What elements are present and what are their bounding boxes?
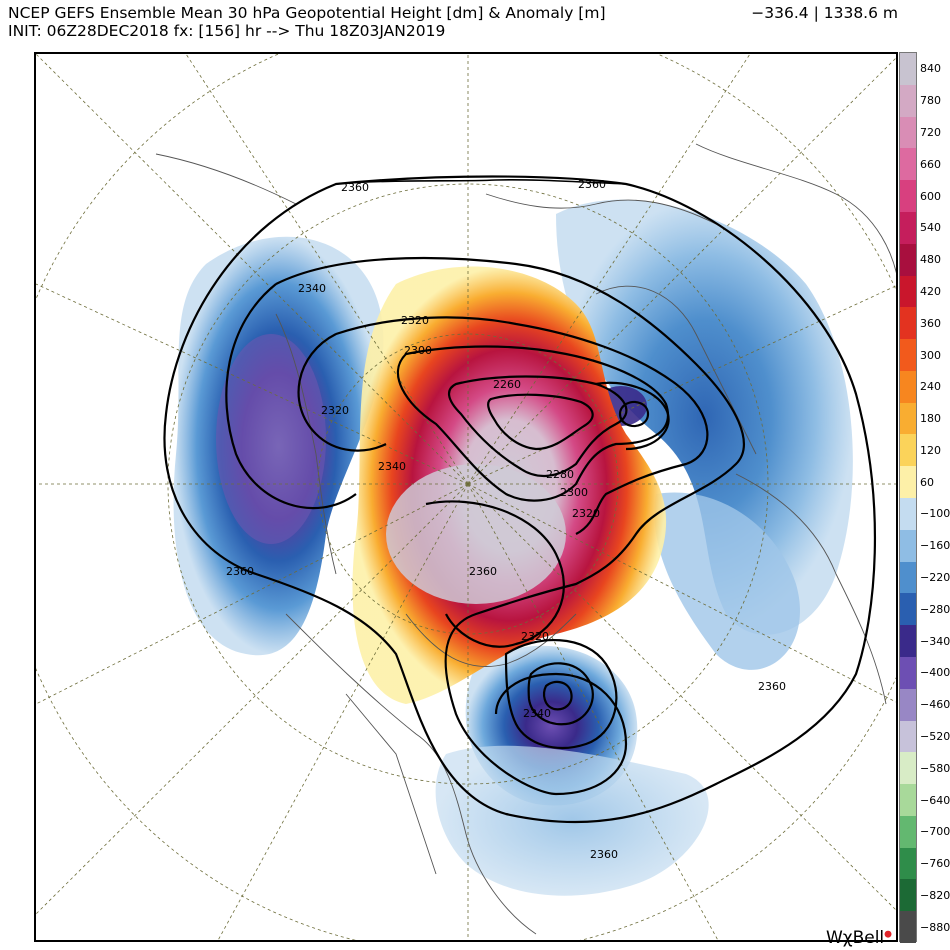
contour-label: 2360 (226, 565, 254, 578)
contour-label: 2320 (521, 630, 549, 643)
contour-label: 2340 (298, 282, 326, 295)
colorbar-swatch (900, 529, 916, 563)
colorbar-tick-label: −160 (920, 539, 950, 553)
contour-label: 2300 (560, 486, 588, 499)
colorbar-tick-label: 300 (920, 348, 941, 362)
polar-stereographic-map: 2360 2360 2340 2320 2300 2260 2320 2340 … (36, 54, 896, 940)
colorbar-tick-label: −280 (920, 602, 950, 616)
contour-2340 (225, 256, 745, 796)
map-panel: 2360 2360 2340 2320 2300 2260 2320 2340 … (34, 52, 898, 942)
colorbar-swatch (900, 116, 916, 149)
colorbar-swatch (900, 498, 916, 531)
colorbar-tick-label: −520 (920, 729, 950, 743)
colorbar-tick-label: 600 (920, 189, 941, 203)
colorbar-swatch (900, 243, 916, 276)
colorbar-swatch (900, 815, 916, 849)
colorbar-tick-label: 60 (920, 475, 934, 489)
anomaly-colorbar (899, 52, 917, 944)
colorbar-tick-label: 480 (920, 253, 941, 267)
colorbar-tick-label: −220 (920, 571, 950, 585)
colorbar-swatch (900, 561, 916, 594)
contour-label: 2340 (378, 460, 406, 473)
graticule (36, 54, 896, 940)
height-contours (163, 175, 877, 824)
colorbar-tick-label: 660 (920, 157, 941, 171)
colorbar-swatch (900, 53, 916, 86)
colorbar-swatch (900, 656, 916, 690)
colorbar-tick-label: 180 (920, 412, 941, 426)
colorbar-swatch (900, 879, 916, 912)
contour-2360-outer (163, 175, 877, 824)
contour-label: 2360 (578, 178, 606, 191)
contour-label: 2360 (590, 848, 618, 861)
colorbar-swatch (900, 593, 916, 626)
colorbar-tick-label: −820 (920, 888, 950, 902)
colorbar-tick-label: −880 (920, 920, 950, 934)
contour-label: 2320 (401, 314, 429, 327)
contour-label: 2360 (758, 680, 786, 693)
colorbar-swatch (900, 211, 916, 245)
weatherbell-logo: WχBell● (825, 928, 892, 948)
contour-label: 2280 (546, 468, 574, 481)
contour-2320-na (504, 639, 618, 749)
contour-label: 2320 (321, 404, 349, 417)
colorbar-swatch (900, 784, 916, 817)
colorbar-swatch (900, 148, 916, 181)
colorbar-swatch (900, 370, 916, 404)
colorbar-swatch (900, 911, 916, 944)
colorbar-tick-label: 120 (920, 443, 941, 457)
colorbar-swatch (900, 307, 916, 340)
colorbar-tick-label: 240 (920, 380, 941, 394)
colorbar-swatch (900, 625, 916, 658)
contour-label: 2360 (469, 565, 497, 578)
colorbar-tick-label: 540 (920, 221, 941, 235)
contour-label: 2260 (493, 378, 521, 391)
colorbar-tick-label: 780 (920, 94, 941, 108)
forecast-init-line: INIT: 06Z28DEC2018 fx: [156] hr --> Thu … (8, 22, 446, 40)
contour-2300 (396, 345, 669, 502)
colorbar-swatch (900, 466, 916, 499)
colorbar-tick-label: −760 (920, 857, 950, 871)
colorbar-swatch (900, 434, 916, 467)
colorbar-tick-label: 840 (920, 62, 941, 76)
colorbar-tick-label: −580 (920, 761, 950, 775)
colorbar-swatch (900, 402, 916, 435)
contour-2360-inner (425, 500, 565, 648)
colorbar-tick-label: 720 (920, 126, 941, 140)
colorbar-swatch (900, 688, 916, 721)
contour-2280 (448, 375, 628, 477)
colorbar-swatch (900, 84, 916, 118)
contour-label: 2300 (404, 344, 432, 357)
colorbar-tick-label: −700 (920, 825, 950, 839)
contour-label: 2320 (572, 507, 600, 520)
contour-2260 (487, 393, 594, 451)
map-title: NCEP GEFS Ensemble Mean 30 hPa Geopotent… (8, 4, 606, 22)
colorbar-tick-label: −400 (920, 666, 950, 680)
colorbar-swatch (900, 847, 916, 880)
colorbar-tick-label: −640 (920, 793, 950, 807)
colorbar-tick-label: 360 (920, 316, 941, 330)
colorbar-tick-label: 420 (920, 284, 941, 298)
contour-label: 2340 (523, 707, 551, 720)
colorbar-tick-label: −460 (920, 698, 950, 712)
anomaly-shading (173, 199, 853, 896)
colorbar-swatch (900, 752, 916, 785)
contour-labels: 2360 2360 2340 2320 2300 2260 2320 2340 … (226, 178, 786, 861)
colorbar-swatch (900, 720, 916, 753)
contour-label: 2360 (341, 181, 369, 194)
colorbar-tick-label: −100 (920, 507, 950, 521)
colorbar-tick-label: −340 (920, 634, 950, 648)
colorbar-swatch (900, 275, 916, 308)
contour-2320 (297, 316, 709, 535)
colorbar-swatch (900, 339, 916, 372)
colorbar-swatch (900, 180, 916, 213)
anomaly-range-readout: −336.4 | 1338.6 m (751, 4, 898, 22)
